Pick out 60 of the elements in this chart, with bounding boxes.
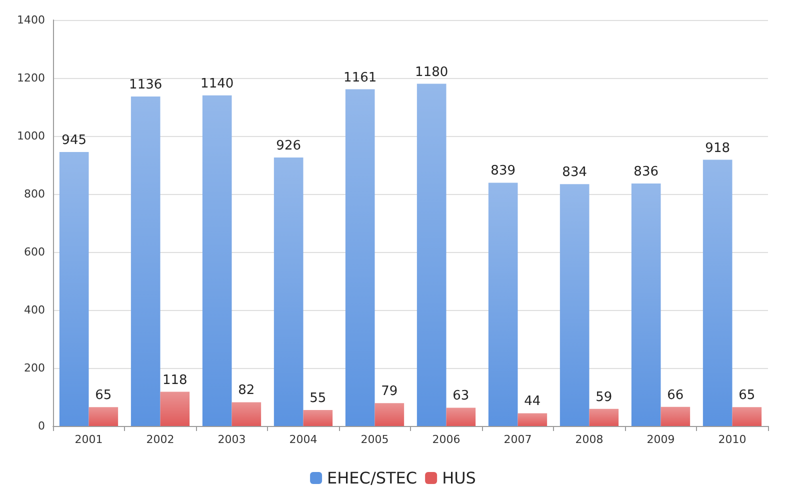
bar (488, 182, 518, 426)
data-label: 836 (634, 164, 659, 180)
bar (202, 95, 232, 426)
y-tick-label: 400 (24, 304, 45, 316)
bar (446, 408, 476, 426)
bar (660, 406, 690, 426)
data-label: 1180 (415, 64, 448, 80)
bar (303, 410, 333, 426)
data-label: 834 (562, 165, 588, 180)
y-tick-label: 800 (24, 188, 45, 200)
data-label: 66 (667, 388, 684, 403)
data-label: 1161 (344, 70, 377, 86)
data-label: 918 (705, 140, 730, 156)
bar (130, 96, 160, 426)
data-label: 118 (162, 372, 188, 388)
data-label: 65 (95, 388, 112, 404)
bar (589, 408, 619, 426)
x-tick-label: 2006 (432, 433, 460, 446)
data-label: 839 (490, 164, 516, 179)
x-tick-label: 2010 (718, 433, 746, 446)
bar (631, 184, 661, 426)
data-label: 1140 (200, 76, 234, 92)
x-tick-label: 2002 (146, 433, 174, 446)
y-tick-label: 1200 (17, 72, 45, 84)
data-label: 59 (596, 390, 612, 405)
bar (702, 160, 732, 426)
bar (416, 84, 446, 426)
bar (345, 89, 375, 426)
bar (59, 152, 89, 426)
data-label: 44 (524, 394, 541, 410)
data-label: 945 (62, 132, 87, 148)
bar (160, 392, 190, 426)
y-tick-label: 1400 (17, 14, 45, 26)
y-tick-label: 200 (24, 362, 45, 374)
bar (560, 184, 590, 426)
legend-label: EHEC/STEC (327, 468, 418, 488)
bar (732, 407, 762, 426)
x-tick-label: 2001 (74, 433, 103, 446)
y-tick-label: 1000 (17, 130, 45, 142)
x-tick-label: 2004 (289, 433, 318, 446)
bar (374, 403, 404, 426)
x-tick-label: 2003 (218, 433, 246, 446)
x-tick-label: 2007 (504, 433, 532, 446)
y-tick-label: 600 (24, 246, 45, 258)
x-tick-label: 2009 (646, 433, 675, 446)
y-tick-label: 0 (38, 420, 45, 432)
data-label: 1136 (129, 78, 162, 93)
x-tick-label: 2008 (575, 433, 604, 446)
bar (518, 413, 548, 426)
data-label: 65 (738, 388, 756, 404)
data-label: 79 (381, 384, 398, 400)
data-label: 55 (310, 391, 326, 406)
bar (88, 407, 118, 426)
x-tick-label: 2005 (360, 433, 389, 446)
data-label: 63 (452, 388, 470, 404)
legend-label: HUS (442, 468, 476, 488)
data-label: 926 (276, 138, 302, 154)
data-label: 82 (238, 383, 255, 398)
bar (274, 157, 304, 426)
bar (232, 402, 262, 426)
